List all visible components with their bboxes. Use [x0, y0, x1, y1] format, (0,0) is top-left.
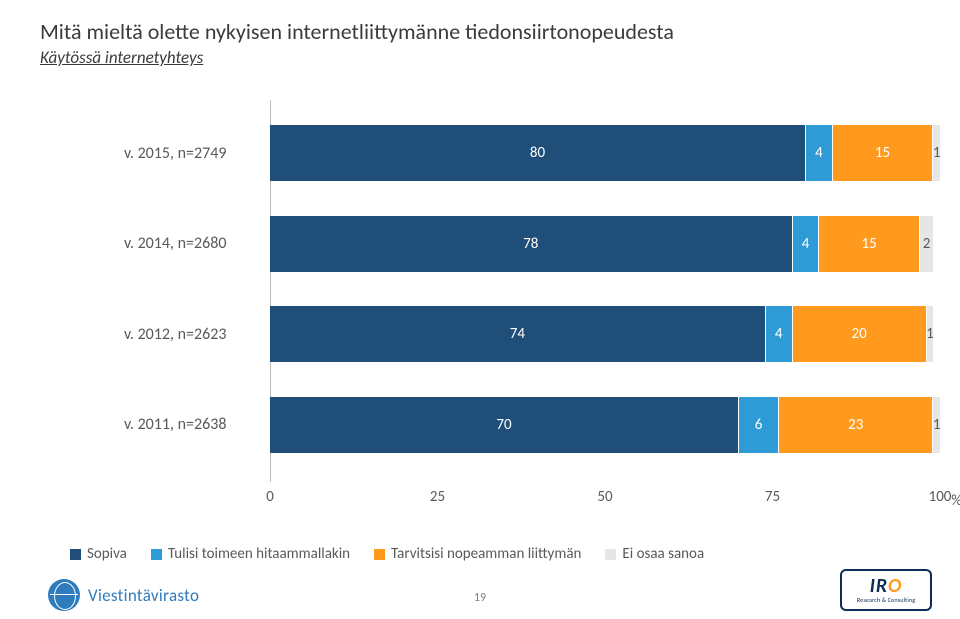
iro-logo-sub: Research & Consulting [857, 596, 915, 604]
page-number: 19 [474, 591, 486, 605]
bar-segment: 1 [927, 306, 934, 362]
stacked-bar: 804151 [270, 125, 940, 181]
page-root: Mitä mieltä olette nykyisen internetliit… [0, 0, 960, 619]
bar-segment: 23 [779, 397, 933, 453]
bar-segment: 4 [766, 306, 793, 362]
legend-label: Ei osaa sanoa [622, 545, 704, 563]
stacked-bar: 784152 [270, 216, 933, 272]
legend-label: Tarvitsisi nopeamman liittymän [391, 545, 581, 563]
iro-logo: IRO Research & Consulting [840, 569, 932, 611]
bar-segment: 74 [270, 306, 766, 362]
bar-segment: 2 [920, 216, 933, 272]
footer: Viestintävirasto 19 IRO Research & Consu… [0, 567, 960, 611]
bar-segment: 80 [270, 125, 806, 181]
legend-swatch [151, 549, 162, 560]
bar-track: 744201 [270, 306, 940, 362]
bar-track: 804151 [270, 125, 940, 181]
legend: Sopiva Tulisi toimeen hitaammallakin Tarvi… [70, 545, 704, 563]
chart-area: v. 2015, n=2749804151v. 2014, n=26807841… [100, 100, 940, 510]
legend-item: Sopiva [70, 545, 127, 563]
bar-row-label: v. 2015, n=2749 [100, 144, 270, 163]
legend-item: Tulisi toimeen hitaammallakin [151, 545, 350, 563]
x-tick-label: 100 [929, 488, 952, 506]
x-tick-label: 75 [765, 488, 780, 506]
bar-segment: 70 [270, 397, 739, 453]
bar-segment: 4 [793, 216, 820, 272]
stacked-bar: 706231 [270, 397, 940, 453]
bar-row-label: v. 2011, n=2638 [100, 415, 270, 434]
bar-segment: 15 [833, 125, 934, 181]
bar-segment: 1 [933, 125, 940, 181]
x-tick-label: 50 [597, 488, 612, 506]
bar-row: v. 2015, n=2749804151 [100, 125, 940, 181]
page-title: Mitä mieltä olette nykyisen internetliit… [40, 18, 920, 45]
globe-icon [48, 579, 80, 611]
legend-label: Tulisi toimeen hitaammallakin [168, 545, 350, 563]
bar-track: 706231 [270, 397, 940, 453]
bar-segment: 4 [806, 125, 833, 181]
bar-row: v. 2012, n=2623744201 [100, 306, 940, 362]
viestintavirasto-logo: Viestintävirasto [48, 579, 199, 611]
bar-rows-container: v. 2015, n=2749804151v. 2014, n=26807841… [100, 108, 940, 470]
iro-dot: O [888, 574, 902, 598]
bar-row-label: v. 2014, n=2680 [100, 234, 270, 253]
bar-track: 784152 [270, 216, 940, 272]
x-axis-labels: 0255075100 [270, 488, 940, 510]
iro-logo-main: IRO [870, 576, 903, 596]
iro-text: IR [870, 574, 888, 598]
x-tick-label: 0 [266, 488, 274, 506]
viestintavirasto-text: Viestintävirasto [88, 585, 199, 606]
legend-swatch [374, 549, 385, 560]
page-subtitle: Käytössä internetyhteys [40, 47, 920, 68]
x-tick-label: 25 [430, 488, 445, 506]
bar-segment: 78 [270, 216, 793, 272]
bar-row: v. 2011, n=2638706231 [100, 397, 940, 453]
legend-item: Tarvitsisi nopeamman liittymän [374, 545, 581, 563]
legend-swatch [605, 549, 616, 560]
bar-segment: 6 [739, 397, 779, 453]
legend-swatch [70, 549, 81, 560]
bar-segment: 15 [819, 216, 919, 272]
bar-row: v. 2014, n=2680784152 [100, 216, 940, 272]
bar-row-label: v. 2012, n=2623 [100, 325, 270, 344]
x-axis-unit: % [951, 492, 960, 510]
bar-segment: 1 [933, 397, 940, 453]
bar-segment: 20 [793, 306, 927, 362]
stacked-bar: 744201 [270, 306, 933, 362]
legend-label: Sopiva [87, 545, 127, 563]
legend-item: Ei osaa sanoa [605, 545, 704, 563]
